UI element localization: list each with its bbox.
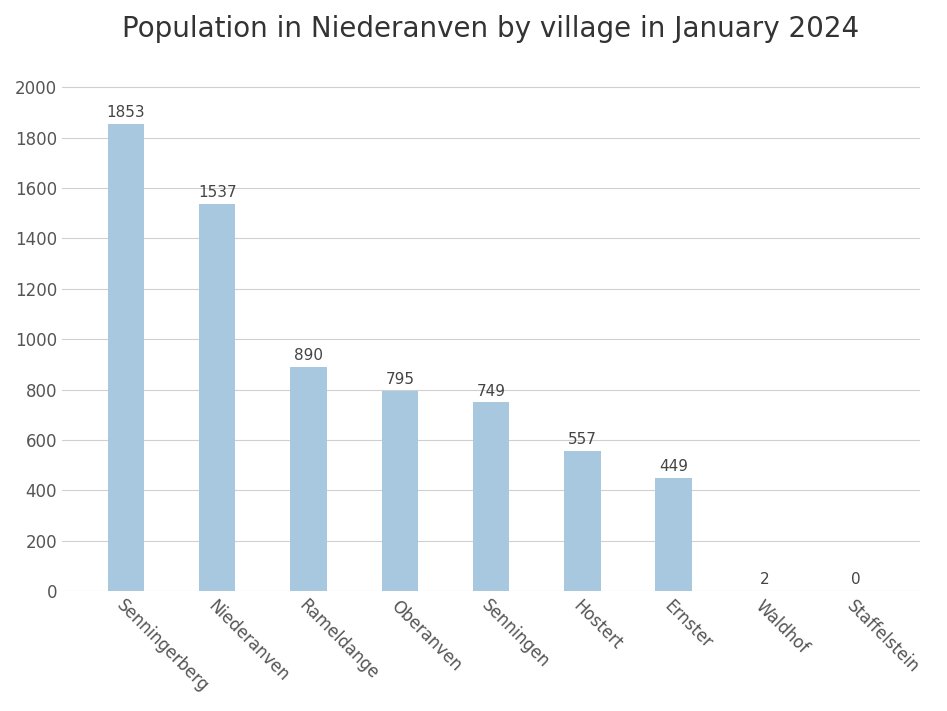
Text: 2: 2 [760, 572, 770, 587]
Bar [199, 204, 236, 591]
Text: 449: 449 [659, 459, 688, 474]
Bar [108, 124, 144, 591]
Bar [382, 391, 418, 591]
Bar [564, 451, 600, 591]
Text: 1853: 1853 [107, 105, 145, 120]
Text: 795: 795 [385, 372, 414, 387]
Bar [473, 402, 509, 591]
Text: 1537: 1537 [198, 185, 237, 200]
Text: 749: 749 [476, 384, 506, 399]
Title: Population in Niederanven by village in January 2024: Population in Niederanven by village in … [122, 15, 860, 43]
Text: 0: 0 [851, 572, 861, 587]
Text: 557: 557 [568, 432, 597, 447]
Bar [290, 367, 327, 591]
Bar [655, 478, 691, 591]
Text: 890: 890 [294, 348, 323, 363]
